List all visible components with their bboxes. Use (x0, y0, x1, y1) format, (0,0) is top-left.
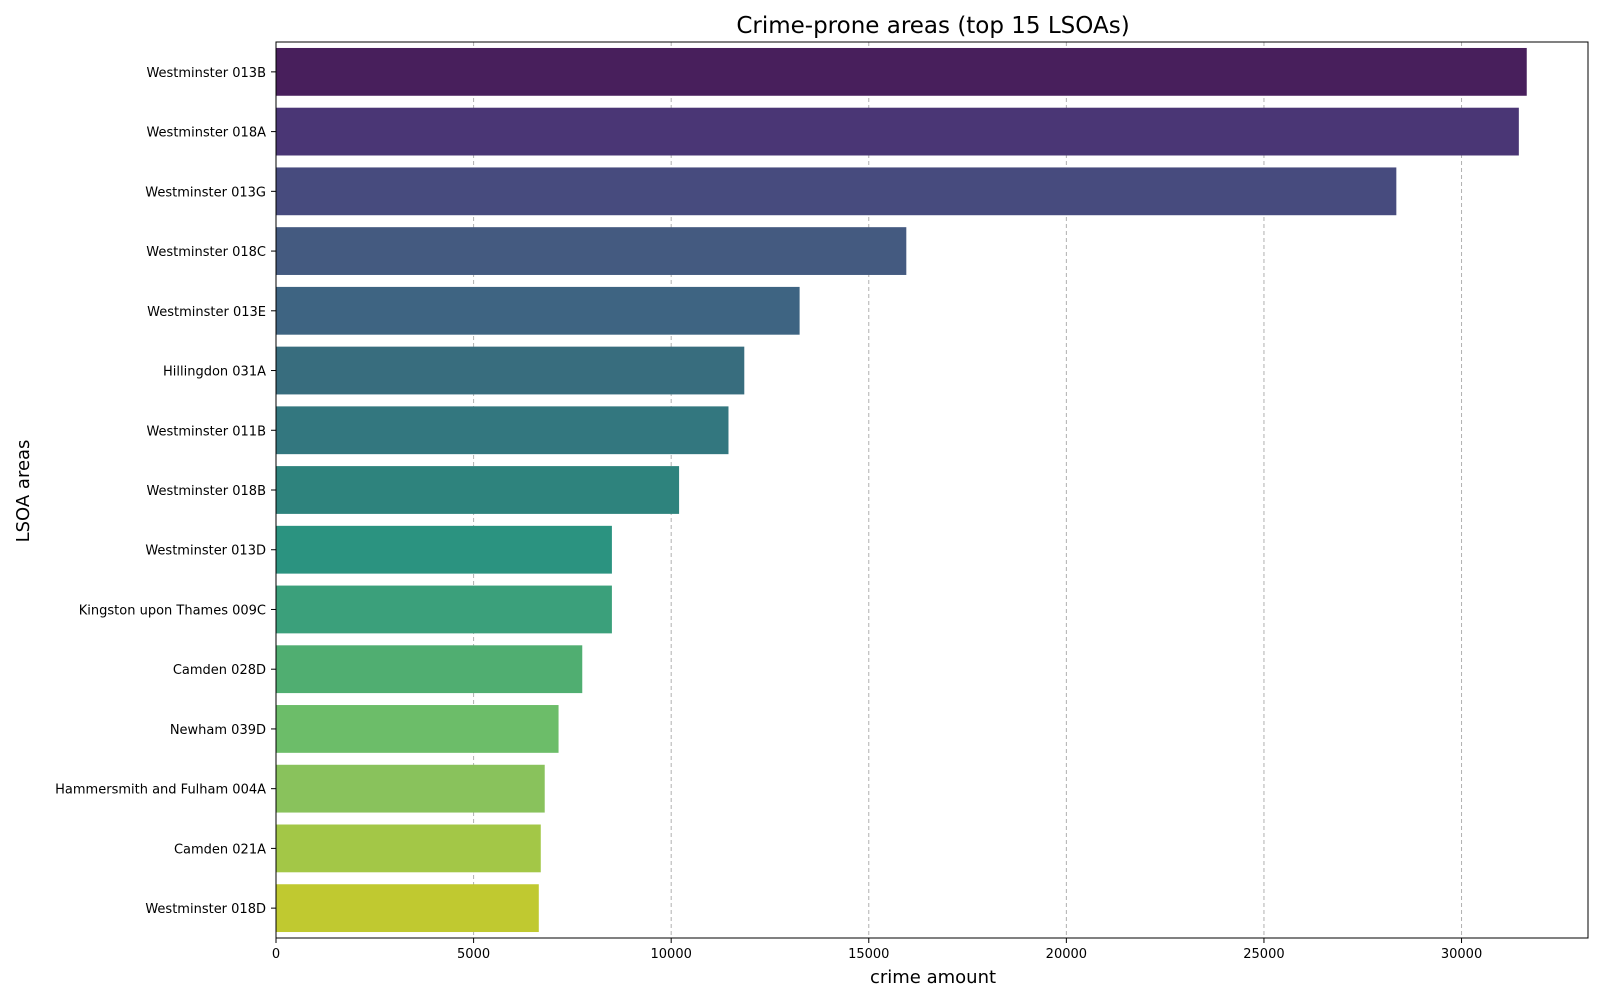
y-tick-label: Hillingdon 031A (163, 365, 266, 380)
bar (276, 705, 559, 753)
bar (276, 47, 1527, 96)
y-tick-label: Westminster 011B (146, 424, 266, 439)
bar (276, 585, 612, 634)
y-tick-label: Westminster 018C (146, 245, 266, 260)
x-tick-labels: 0 5000 10000 15000 20000 25000 30000 (272, 938, 1482, 962)
y-tick-labels: Westminster 013B Westminster 018A Westmins… (55, 66, 276, 917)
y-tick-label: Camden 028D (173, 663, 266, 678)
bar (276, 824, 541, 873)
bar (276, 645, 583, 694)
y-tick-label: Westminster 018A (146, 126, 266, 141)
x-tick-label: 15000 (848, 947, 889, 962)
y-axis-label: LSOA areas (13, 440, 34, 543)
y-tick-label: Kingston upon Thames 009C (79, 603, 266, 618)
bar (276, 525, 612, 574)
x-tick-label: 10000 (651, 947, 692, 962)
bar (276, 346, 745, 395)
bar (276, 406, 729, 455)
y-tick-label: Westminster 013B (146, 66, 266, 81)
x-tick-label: 0 (272, 947, 280, 962)
bar (276, 227, 907, 275)
y-tick-label: Westminster 013D (145, 544, 266, 559)
bar (276, 884, 539, 933)
y-tick-label: Newham 039D (170, 723, 266, 738)
bar (276, 107, 1519, 156)
chart-title: Crime-prone areas (top 15 LSOAs) (736, 13, 1129, 39)
x-tick-label: 30000 (1441, 947, 1482, 962)
y-tick-label: Westminster 013E (147, 305, 266, 320)
y-tick-label: Westminster 013G (145, 185, 266, 200)
bar (276, 286, 800, 335)
bar (276, 466, 680, 514)
bars (276, 47, 1527, 933)
y-tick-label: Westminster 018B (146, 484, 266, 499)
bar (276, 167, 1397, 216)
x-tick-label: 25000 (1243, 947, 1284, 962)
y-tick-label: Camden 021A (174, 842, 266, 857)
y-tick-label: Hammersmith and Fulham 004A (55, 783, 266, 798)
y-tick-label: Westminster 018D (145, 902, 266, 917)
x-axis-label: crime amount (870, 967, 996, 988)
x-tick-label: 20000 (1046, 947, 1087, 962)
bar (276, 764, 545, 813)
x-tick-label: 5000 (457, 947, 490, 962)
